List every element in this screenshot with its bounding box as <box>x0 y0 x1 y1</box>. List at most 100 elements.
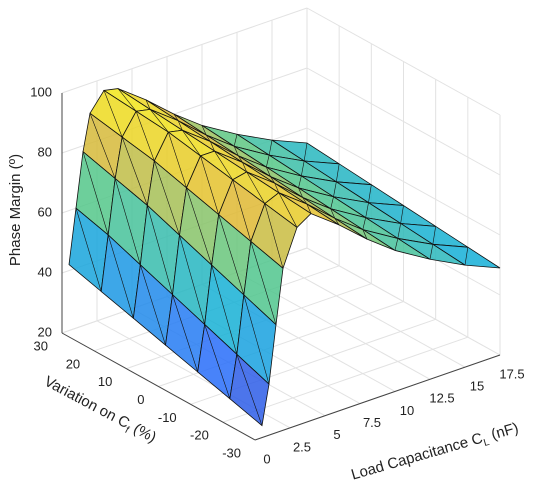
patch-diagonal <box>303 142 308 162</box>
y-tick-label: 20 <box>66 356 80 371</box>
patch-diagonal <box>400 205 404 224</box>
x-axis-label-text: Load Capacitance C <box>349 430 485 484</box>
patch-diagonal <box>135 111 155 162</box>
z-tick-label: 60 <box>38 204 52 219</box>
patch-diagonal <box>266 166 271 177</box>
patch-diagonal <box>330 196 334 209</box>
patch-diagonal <box>274 183 280 193</box>
patch-diagonal <box>246 171 266 204</box>
patch-diagonal <box>210 141 215 152</box>
patch-diagonal <box>268 140 273 156</box>
z-tick-label: 40 <box>38 264 52 279</box>
patch-diagonal <box>204 324 231 399</box>
grid-line <box>306 67 501 176</box>
axis-line <box>254 354 501 441</box>
axis-line <box>61 332 256 441</box>
z-axis-label: Phase Margin (º) <box>7 154 24 266</box>
patch-diagonal <box>201 125 207 136</box>
y-tick-label: 0 <box>137 392 144 407</box>
patch-diagonal <box>336 163 340 182</box>
patch-diagonal <box>75 208 102 292</box>
patch-diagonal <box>147 205 173 295</box>
patch-diagonal <box>117 88 137 112</box>
patch-diagonal <box>270 176 275 184</box>
y-tick-label: -30 <box>222 445 241 460</box>
y-axis-label-text: Variation on C <box>41 373 132 432</box>
patch-diagonal <box>362 217 366 230</box>
grid-line <box>61 7 308 94</box>
patch-diagonal <box>173 113 179 121</box>
patch-diagonal <box>397 223 401 239</box>
x-axis-label-after: (nF) <box>485 419 520 444</box>
patch-diagonal <box>168 132 187 188</box>
patch-diagonal <box>186 187 212 266</box>
patch-diagonal <box>211 264 238 355</box>
patch-diagonal <box>233 134 238 147</box>
z-tick-label: 20 <box>38 324 52 339</box>
patch-diagonal <box>432 226 436 245</box>
patch-diagonal <box>182 130 201 157</box>
patch-diagonal <box>218 214 245 295</box>
y-tick-label: 10 <box>98 374 112 389</box>
patch-diagonal <box>82 151 109 236</box>
x-tick-label: 10 <box>400 403 414 418</box>
grid-line <box>306 127 501 236</box>
patch-diagonal <box>298 175 302 188</box>
patch-diagonal <box>301 160 305 177</box>
x-tick-label: 17.5 <box>499 366 524 381</box>
x-tick-label: 15 <box>470 379 484 394</box>
x-tick-label: 5 <box>333 427 340 442</box>
patch-diagonal <box>200 155 219 215</box>
z-tick-label: 100 <box>30 84 52 99</box>
patch-diagonal <box>154 160 180 236</box>
grid-line <box>306 247 501 356</box>
patch-diagonal <box>464 247 469 266</box>
patch-diagonal <box>362 229 368 240</box>
patch-diagonal <box>365 202 369 218</box>
x-tick-label: 7.5 <box>363 415 381 430</box>
x-axis-label-sub: L <box>482 437 491 449</box>
patch-diagonal <box>233 146 239 156</box>
patch-diagonal <box>121 137 148 206</box>
patch-diagonal <box>368 184 372 203</box>
patch-diagonal <box>242 162 247 173</box>
y-tick-label: 30 <box>34 338 48 353</box>
patch-diagonal <box>250 241 277 325</box>
x-tick-label: 12.5 <box>429 391 454 406</box>
patch-diagonal <box>103 90 123 138</box>
patch-diagonal <box>177 120 183 131</box>
x-tick-label: 0 <box>263 451 270 466</box>
patch-diagonal <box>107 234 134 319</box>
patch-diagonal <box>429 244 434 260</box>
y-axis-label-after: (%) <box>127 418 159 446</box>
patch-diagonal <box>278 192 298 228</box>
patch-diagonal <box>179 235 205 325</box>
patch-diagonal <box>333 181 337 197</box>
patch-diagonal <box>214 150 233 180</box>
patch-diagonal <box>89 113 116 179</box>
patch-diagonal <box>264 203 284 269</box>
z-tick-label: 80 <box>38 144 52 159</box>
patch-diagonal <box>330 208 336 219</box>
patch-diagonal <box>232 179 252 242</box>
y-tick-label: -20 <box>190 428 209 443</box>
patch-diagonal <box>243 294 270 385</box>
patch-diagonal <box>114 178 141 265</box>
patch-diagonal <box>145 99 151 110</box>
patch-diagonal <box>172 294 198 372</box>
patch-diagonal <box>238 155 243 163</box>
x-tick-label: 2.5 <box>293 439 311 454</box>
patch-diagonal <box>302 197 308 205</box>
patch-diagonal <box>205 134 211 142</box>
patch-diagonal <box>334 218 340 226</box>
patch-diagonal <box>298 187 303 198</box>
patch-diagonal <box>236 354 263 426</box>
patch-diagonal <box>266 155 270 168</box>
patch-diagonal <box>140 264 166 346</box>
grid-line <box>306 7 501 116</box>
y-tick-label: -10 <box>158 410 177 425</box>
patch-diagonal <box>306 203 312 214</box>
patch-diagonal <box>149 109 169 133</box>
y-axis-label-sub: f <box>123 425 131 436</box>
